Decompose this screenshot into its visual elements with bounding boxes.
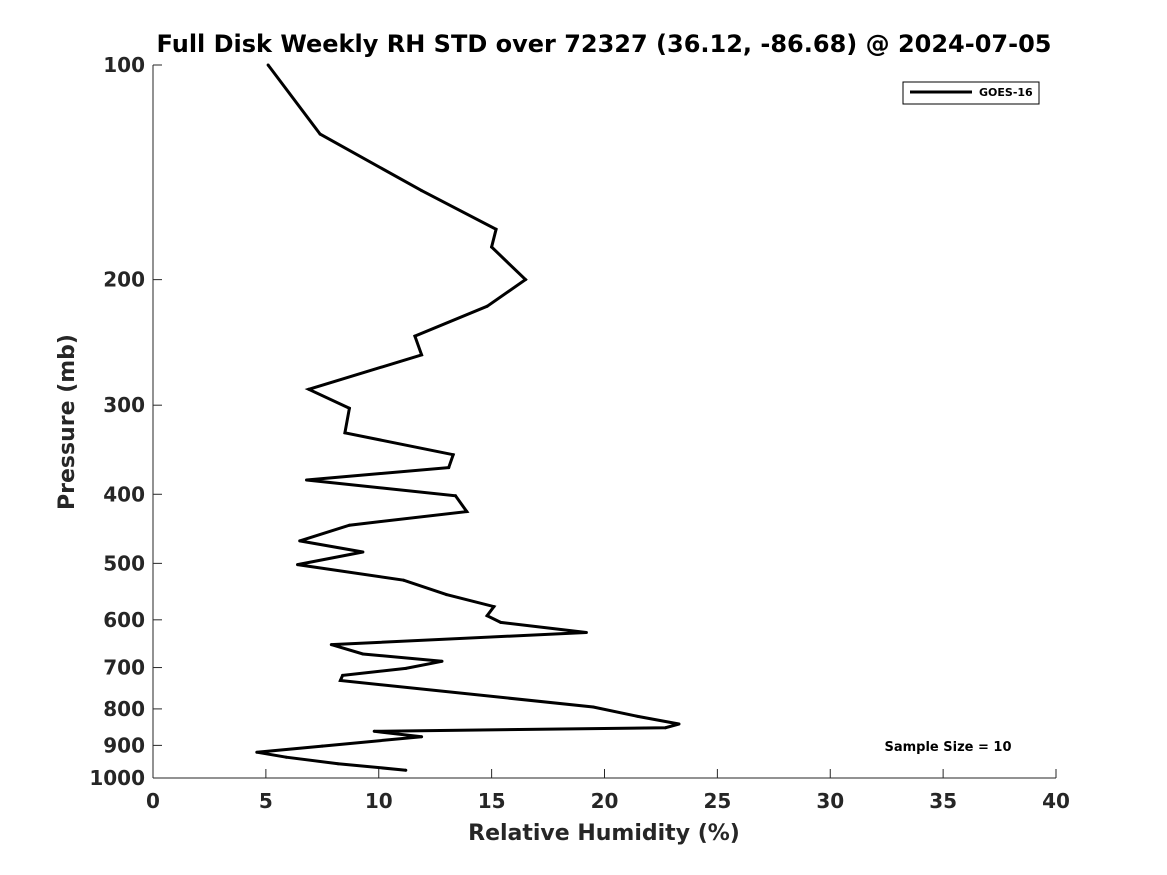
y-tick-label: 800 bbox=[103, 697, 145, 721]
legend: GOES-16 bbox=[902, 81, 1040, 105]
legend-entry-goes-16: GOES-16 bbox=[979, 86, 1033, 99]
data-point bbox=[524, 278, 527, 282]
data-point bbox=[677, 722, 681, 726]
y-tick-label: 100 bbox=[103, 53, 145, 77]
y-tick-label: 300 bbox=[103, 393, 145, 417]
data-point bbox=[584, 631, 588, 634]
data-point bbox=[485, 304, 489, 308]
data-point bbox=[296, 563, 299, 567]
data-point bbox=[499, 620, 503, 624]
data-point bbox=[347, 406, 351, 410]
data-point bbox=[320, 744, 324, 748]
data-point bbox=[451, 453, 455, 457]
y-tick-label: 500 bbox=[103, 551, 145, 575]
data-point bbox=[454, 494, 457, 498]
data-point bbox=[305, 478, 308, 482]
data-point bbox=[307, 387, 311, 391]
x-tick-label: 20 bbox=[591, 789, 619, 813]
x-tick-label: 5 bbox=[259, 789, 273, 813]
y-tick-label: 600 bbox=[103, 608, 145, 632]
x-tick-label: 15 bbox=[478, 789, 506, 813]
data-point bbox=[329, 643, 333, 647]
data-point bbox=[485, 614, 489, 618]
y-tick-label: 700 bbox=[103, 656, 145, 680]
data-point bbox=[440, 659, 444, 663]
data-point bbox=[298, 539, 302, 543]
data-point bbox=[636, 715, 640, 718]
data-point bbox=[336, 762, 340, 766]
axes: 0 5 10 15 20 25 30 35 40 100 200 300 400 500 600 700 800… bbox=[89, 53, 1070, 813]
x-axis-label: Relative Humidity (%) bbox=[468, 821, 740, 846]
series-layer bbox=[255, 63, 681, 772]
data-point bbox=[447, 466, 451, 470]
series-line-goes-16 bbox=[256, 64, 680, 772]
data-point bbox=[266, 63, 270, 67]
data-point bbox=[420, 735, 424, 739]
sample-size-annotation: Sample Size = 10 bbox=[884, 740, 1011, 755]
data-point bbox=[255, 750, 259, 754]
data-point bbox=[338, 679, 342, 682]
x-tick-label: 10 bbox=[365, 789, 393, 813]
data-point bbox=[284, 755, 288, 759]
data-point bbox=[494, 227, 498, 231]
data-point bbox=[361, 652, 365, 656]
y-axis-label: Pressure (mb) bbox=[55, 334, 80, 510]
data-point bbox=[413, 334, 417, 338]
x-tick-label: 35 bbox=[929, 789, 957, 813]
data-point bbox=[664, 726, 667, 730]
data-point bbox=[347, 523, 351, 527]
data-point bbox=[465, 510, 469, 514]
data-point bbox=[404, 666, 408, 670]
data-point bbox=[591, 705, 595, 709]
chart-title: Full Disk Weekly RH STD over 72327 (36.1… bbox=[157, 30, 1052, 58]
data-point bbox=[361, 550, 365, 554]
data-point bbox=[372, 729, 376, 733]
data-point bbox=[404, 768, 408, 772]
y-tick-label: 1000 bbox=[89, 766, 145, 790]
x-tick-label: 0 bbox=[146, 789, 160, 813]
y-tick-label: 900 bbox=[103, 733, 145, 757]
y-tick-label: 400 bbox=[103, 482, 145, 506]
data-point bbox=[420, 189, 424, 193]
data-point bbox=[492, 605, 496, 609]
data-point bbox=[420, 353, 424, 357]
data-point bbox=[445, 593, 448, 597]
x-tick-label: 25 bbox=[703, 789, 731, 813]
y-tick-label: 200 bbox=[103, 268, 145, 292]
data-point bbox=[318, 132, 322, 136]
x-tick-label: 40 bbox=[1042, 789, 1070, 813]
x-tick-label: 30 bbox=[816, 789, 844, 813]
data-point bbox=[490, 245, 494, 249]
data-point bbox=[343, 431, 347, 435]
data-point bbox=[341, 673, 345, 677]
data-point bbox=[402, 578, 406, 582]
